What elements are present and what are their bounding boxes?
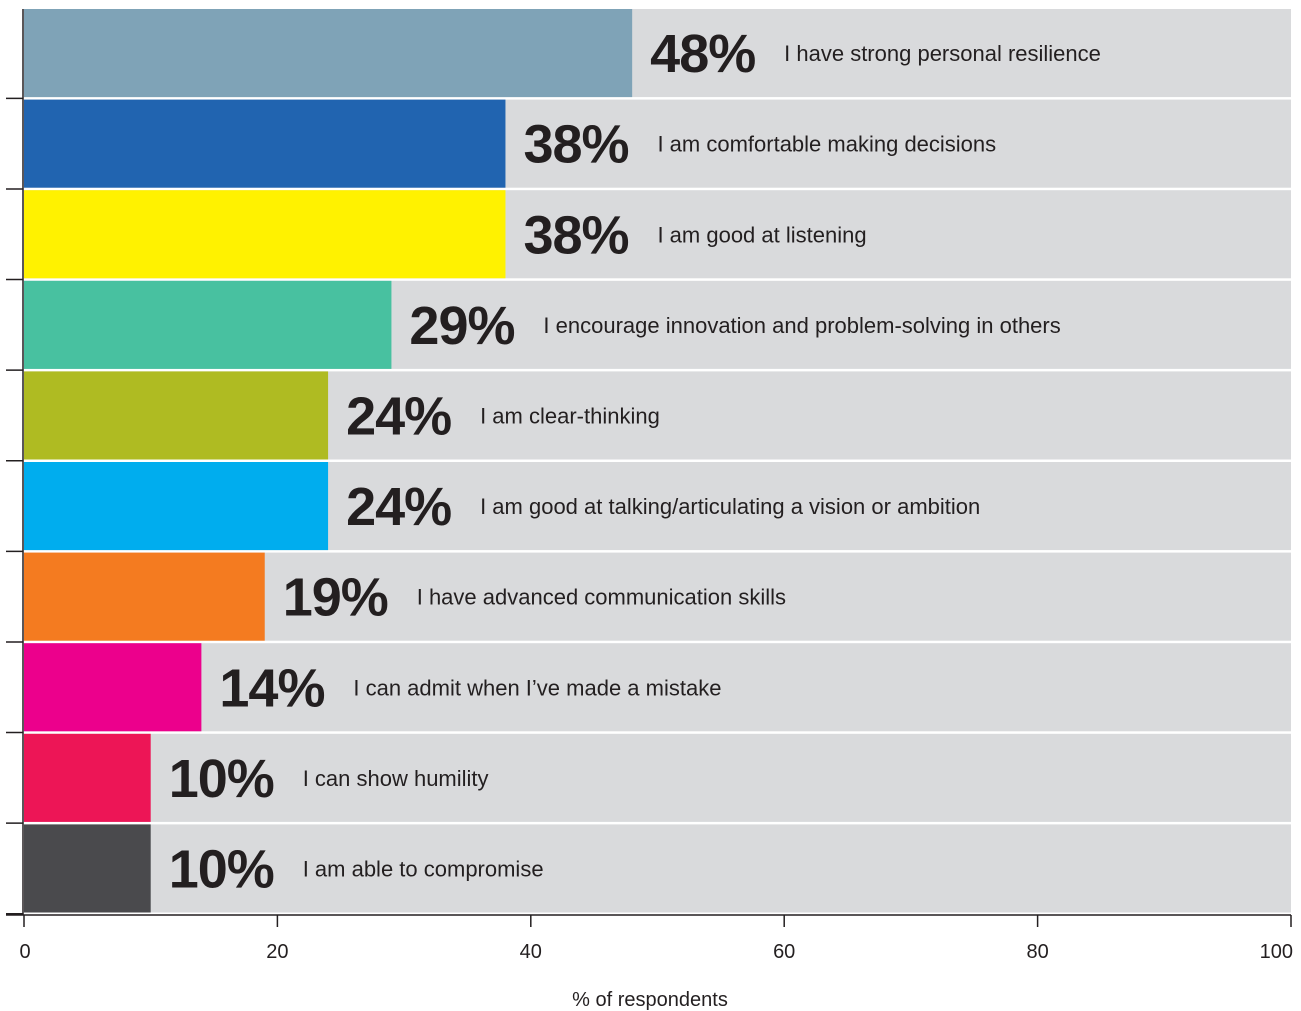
x-axis: 0 20 40 60 80 100	[6, 9, 1293, 963]
bar-background	[24, 643, 1291, 732]
bar	[24, 190, 506, 279]
bar	[24, 552, 265, 641]
x-tick-label: 40	[520, 941, 542, 963]
x-tick-label: 80	[1026, 941, 1048, 963]
x-tick-label: 0	[19, 941, 30, 963]
bar-value-label: 38%	[523, 205, 628, 265]
bar-category-label: I am able to compromise	[303, 856, 544, 881]
bar-category-label: I can show humility	[303, 766, 489, 791]
bar	[24, 824, 151, 913]
bar-labels: 48% I have strong personal resilience 38% I…	[169, 24, 1101, 899]
bar-category-label: I am comfortable making decisions	[657, 132, 996, 157]
bar-value-label: 19%	[283, 568, 388, 628]
bar-category-label: I encourage innovation and problem-solvi…	[543, 313, 1060, 338]
bar-category-label: I am good at listening	[657, 222, 866, 247]
bar	[24, 371, 329, 460]
bar-value-label: 24%	[346, 386, 451, 446]
bar-background	[24, 733, 1291, 822]
bar-value-label: 29%	[409, 296, 514, 356]
x-tick-label: 100	[1260, 941, 1293, 963]
bar-category-label: I have advanced communication skills	[417, 585, 786, 610]
bars	[24, 9, 633, 913]
bar	[24, 733, 151, 822]
bar-value-label: 10%	[169, 749, 274, 809]
bar	[24, 643, 202, 732]
bar-value-label: 48%	[650, 24, 755, 84]
bar	[24, 9, 633, 98]
bar-value-label: 10%	[169, 839, 274, 899]
bar-value-label: 14%	[219, 658, 324, 718]
bar	[24, 99, 506, 188]
bar-category-label: I can admit when I’ve made a mistake	[353, 675, 721, 700]
bar	[24, 462, 329, 551]
bar-category-label: I am good at talking/articulating a visi…	[480, 494, 980, 519]
bar	[24, 280, 392, 369]
bar-category-label: I have strong personal resilience	[784, 41, 1101, 66]
bar-background	[24, 824, 1291, 913]
bar-category-label: I am clear-thinking	[480, 403, 660, 428]
x-tick-label: 20	[266, 941, 288, 963]
x-tick-label: 60	[773, 941, 795, 963]
bar-value-label: 24%	[346, 477, 451, 537]
bar-value-label: 38%	[523, 115, 628, 175]
x-axis-label: % of respondents	[572, 989, 728, 1011]
